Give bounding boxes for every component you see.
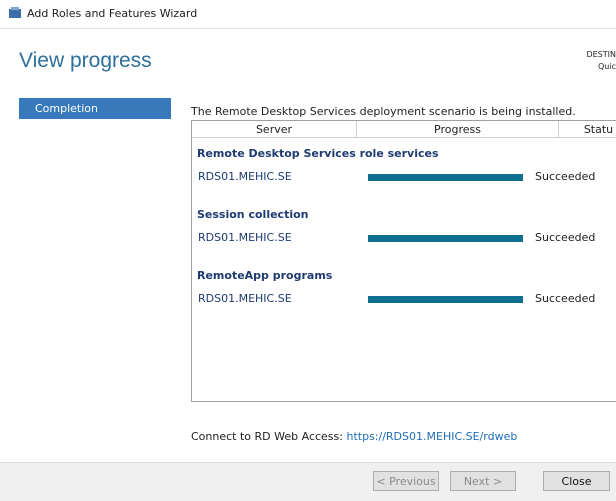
- server-name: RDS01.MEHIC.SE: [198, 170, 292, 183]
- progress-track: [368, 235, 523, 242]
- column-header[interactable]: Progress: [357, 121, 559, 138]
- footer: [0, 462, 616, 501]
- progress-track: [368, 296, 523, 303]
- web-access-label: Connect to RD Web Access:: [191, 430, 343, 443]
- status: Succeeded: [535, 231, 596, 244]
- window-title: Add Roles and Features Wizard: [27, 7, 198, 20]
- status-text: The Remote Desktop Services deployment s…: [191, 105, 576, 118]
- next-button[interactable]: Next >: [450, 471, 516, 491]
- group-title: Session collection: [197, 208, 309, 221]
- nav-item[interactable]: Completion: [19, 98, 171, 119]
- server-name: RDS01.MEHIC.SE: [198, 292, 292, 305]
- destination-label: DESTIN: [586, 50, 616, 59]
- close-button[interactable]: Close: [543, 471, 610, 491]
- server-name: RDS01.MEHIC.SE: [198, 231, 292, 244]
- app-icon: [9, 7, 21, 18]
- group-title: Remote Desktop Services role services: [197, 147, 439, 160]
- destination-server: Quic: [598, 62, 616, 71]
- status: Succeeded: [535, 292, 596, 305]
- status: Succeeded: [535, 170, 596, 183]
- progress-table: Server Progress Statu Remote Desktop Ser…: [191, 120, 616, 402]
- progress-bar: [368, 174, 523, 181]
- column-header[interactable]: Statu: [559, 121, 616, 138]
- progress-bar: [368, 296, 523, 303]
- previous-button[interactable]: < Previous: [373, 471, 439, 491]
- title-bar: Add Roles and Features Wizard: [0, 0, 616, 29]
- progress-bar: [368, 235, 523, 242]
- column-header[interactable]: Server: [192, 121, 357, 138]
- web-access: Connect to RD Web Access: https://RDS01.…: [191, 430, 517, 443]
- web-access-link[interactable]: https://RDS01.MEHIC.SE/rdweb: [346, 430, 518, 443]
- progress-track: [368, 174, 523, 181]
- group-title: RemoteApp programs: [197, 269, 333, 282]
- page-heading: View progress: [19, 49, 152, 72]
